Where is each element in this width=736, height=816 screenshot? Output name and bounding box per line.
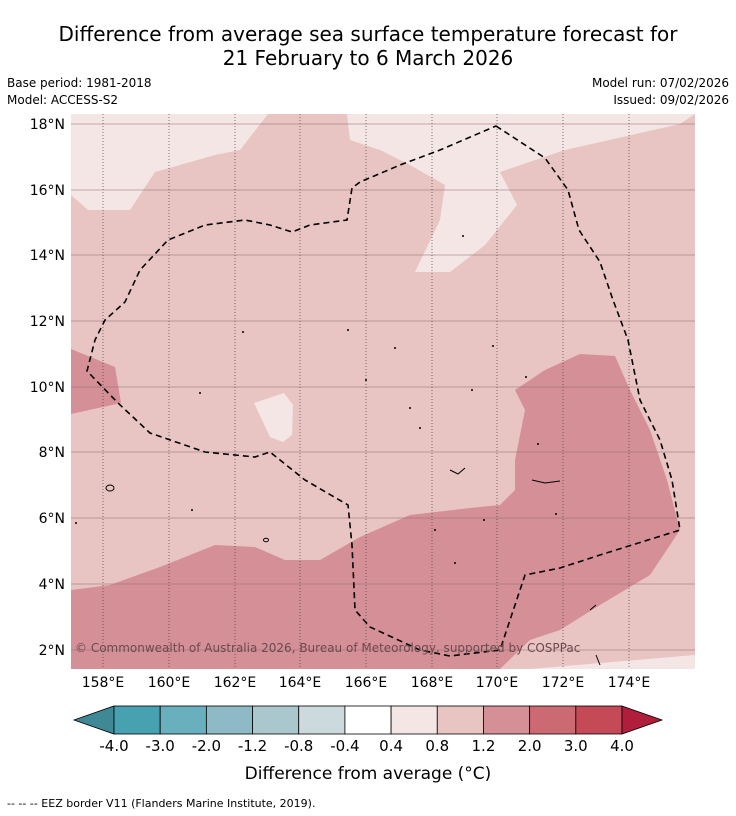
colorbar-tick-label: 0.4 — [379, 737, 403, 755]
colorbar-segment — [298, 705, 346, 735]
anomaly-region-0.4-0.8-north — [347, 114, 695, 272]
lon-label: 162°E — [214, 675, 257, 691]
island-dots — [75, 235, 557, 564]
colorbar-segment — [483, 705, 531, 735]
colorbar-segment — [205, 705, 253, 735]
colorbar-tick-label: 2.0 — [518, 737, 542, 755]
lat-label: 18°N — [30, 117, 65, 133]
meta-left: Base period: 1981-2018 Model: ACCESS-S2 — [7, 75, 152, 109]
anomaly-region-0.4-0.8-southeast — [530, 655, 695, 669]
anomaly-region-0.4-0.8-northwest — [71, 114, 268, 210]
anomaly-region-1.2-2.0-south — [71, 354, 680, 669]
lat-label: 16°N — [30, 183, 65, 199]
islands — [105, 467, 601, 666]
issued-date: Issued: 09/02/2026 — [613, 93, 729, 107]
lat-label: 2°N — [39, 643, 65, 659]
colorbar-arrow-max — [621, 705, 664, 735]
colorbar-tick-label: -0.8 — [284, 737, 313, 755]
colorbar-tick-label: 0.8 — [425, 737, 449, 755]
lon-label: 170°E — [476, 675, 519, 691]
colorbar-segment — [252, 705, 300, 735]
colorbar-segments — [72, 705, 664, 735]
colorbar-tick-label: 1.2 — [472, 737, 496, 755]
lon-label: 160°E — [148, 675, 191, 691]
lon-label: 158°E — [82, 675, 125, 691]
colorbar-segment — [159, 705, 207, 735]
sst-map: 18°N 16°N 14°N 12°N 10°N 8°N 6°N 4°N 2°N… — [30, 114, 695, 691]
lon-label: 174°E — [608, 675, 651, 691]
lon-label: 168°E — [411, 675, 454, 691]
lon-label: 172°E — [542, 675, 585, 691]
lat-label: 12°N — [30, 314, 65, 330]
colorbar-arrow-min — [72, 705, 115, 735]
model-run: Model run: 07/02/2026 — [591, 76, 729, 90]
model-name: Model: ACCESS-S2 — [7, 93, 119, 107]
colorbar: -4.0 -3.0 -2.0 -1.2 -0.8 -0.4 0.4 0.8 1.2 2.0 3.0 4… — [72, 705, 664, 755]
lat-label: 4°N — [39, 577, 65, 593]
colorbar-label: Difference from average (°C) — [244, 764, 492, 784]
title-line-2: 21 February to 6 March 2026 — [222, 46, 514, 70]
colorbar-tick-label: -1.2 — [238, 737, 267, 755]
anomaly-region-1.2-2.0-west — [71, 349, 121, 414]
colorbar-segment — [575, 705, 623, 735]
lat-label: 14°N — [30, 248, 65, 264]
colorbar-tick-label: -4.0 — [99, 737, 128, 755]
title-line-1: Difference from average sea surface temp… — [58, 22, 678, 46]
colorbar-segment — [529, 705, 577, 735]
colorbar-tick-label: -3.0 — [146, 737, 175, 755]
longitude-labels: 158°E 160°E 162°E 164°E 166°E 168°E 170°… — [82, 675, 651, 691]
colorbar-tick-label: -0.4 — [330, 737, 359, 755]
eez-border — [86, 125, 681, 657]
anomaly-region-0.4-0.8-patch — [254, 393, 293, 442]
colorbar-segment — [390, 705, 438, 735]
colorbar-segment — [436, 705, 484, 735]
colorbar-segment — [113, 705, 161, 735]
lon-label: 166°E — [345, 675, 388, 691]
colorbar-tick-label: 3.0 — [564, 737, 588, 755]
lat-gridlines — [71, 123, 695, 651]
lat-label: 8°N — [39, 445, 65, 461]
lat-label: 6°N — [39, 511, 65, 527]
copyright-notice: © Commonwealth of Australia 2026, Bureau… — [75, 641, 581, 655]
lat-label: 10°N — [30, 380, 65, 396]
lon-gridlines — [102, 114, 630, 669]
lon-label: 164°E — [279, 675, 322, 691]
footnote: -- -- -- EEZ border V11 (Flanders Marine… — [7, 797, 316, 810]
colorbar-segment — [344, 705, 392, 735]
latitude-labels: 18°N 16°N 14°N 12°N 10°N 8°N 6°N 4°N 2°N — [30, 117, 65, 659]
colorbar-tick-label: 4.0 — [610, 737, 634, 755]
base-period: Base period: 1981-2018 — [7, 76, 152, 90]
map-title: Difference from average sea surface temp… — [0, 22, 736, 70]
colorbar-tick-label: -2.0 — [192, 737, 221, 755]
meta-right: Model run: 07/02/2026 Issued: 09/02/2026 — [592, 75, 729, 109]
colorbar-ticks: -4.0 -3.0 -2.0 -1.2 -0.8 -0.4 0.4 0.8 1.2 2.0 3.0 4… — [99, 737, 634, 755]
